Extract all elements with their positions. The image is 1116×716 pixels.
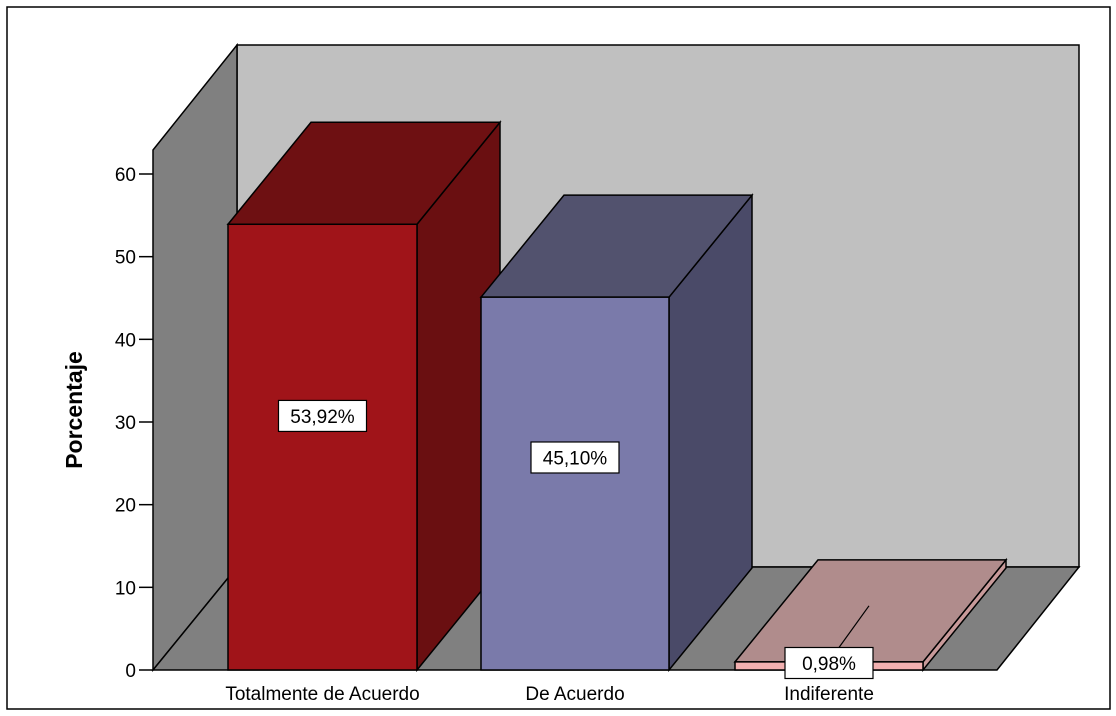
- bar-1: [226, 120, 502, 673]
- y-tick-label: 40: [115, 330, 136, 351]
- leader-line: [838, 605, 870, 648]
- data-label-text: 0,98%: [802, 654, 856, 675]
- bar-front: [227, 223, 418, 671]
- y-tick-label: 20: [115, 496, 136, 517]
- y-tick-label: 10: [115, 578, 136, 599]
- x-category-label: Indiferente: [784, 684, 874, 705]
- data-label-box: [277, 399, 368, 433]
- data-label-box: [784, 646, 874, 680]
- y-tick-label: 0: [125, 661, 136, 682]
- y-tick-label: 50: [115, 248, 136, 269]
- side-wall: [152, 42, 238, 673]
- data-label-3: 0,98%: [784, 646, 874, 680]
- x-category-label: De Acuerdo: [525, 684, 624, 705]
- bars: [226, 120, 1008, 673]
- data-label-1: 53,92%: [277, 399, 368, 433]
- bar-2: [479, 193, 754, 673]
- data-label-text: 45,10%: [543, 448, 608, 469]
- x-category-label: Totalmente de Acuerdo: [225, 684, 419, 705]
- data-label-box: [530, 441, 620, 474]
- data-label-text: 53,92%: [290, 407, 355, 428]
- x-axis-labels: Totalmente de Acuerdo De Acuerdo Indiferen…: [225, 684, 874, 705]
- bar-3: [733, 557, 1008, 673]
- y-tick-label: 30: [115, 413, 136, 434]
- y-tick-label: 60: [115, 165, 136, 186]
- y-axis-title: Porcentaje: [61, 351, 87, 469]
- y-axis: 0 10 20 30 40 50 60: [115, 165, 153, 682]
- bar-front: [480, 296, 670, 671]
- data-labels: 53,92% 45,10% 0,98%: [277, 399, 874, 680]
- data-label-2: 45,10%: [530, 441, 620, 474]
